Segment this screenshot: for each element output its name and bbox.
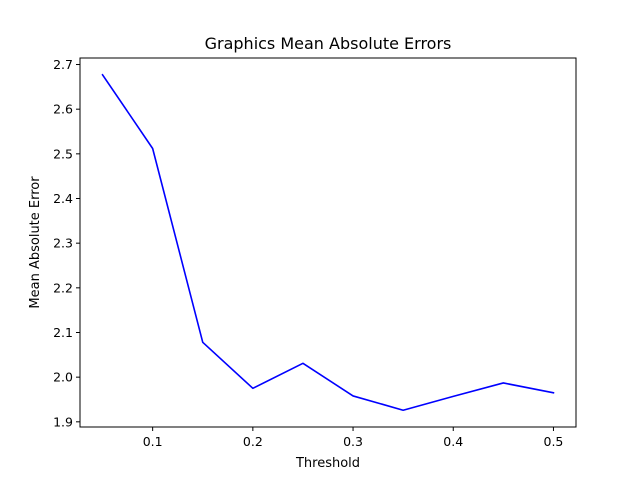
series-line (101, 73, 555, 412)
y-tick-label: 2.6 (53, 102, 73, 117)
y-tick-label: 2.5 (53, 146, 73, 161)
y-tick-label: 2.0 (53, 370, 73, 385)
y-tick-label: 2.3 (53, 236, 73, 251)
y-tick-label: 1.9 (53, 414, 73, 429)
y-axis-ticks: 1.9 2.0 2.1 2.2 2.3 2.4 2.5 2.6 2.7 (53, 57, 80, 429)
plot-frame (79, 57, 577, 428)
y-axis-label: Mean Absolute Error (28, 176, 43, 309)
series-layer (101, 73, 555, 412)
y-tick-label: 2.4 (53, 191, 73, 206)
y-tick-label: 2.7 (53, 57, 73, 72)
chart-title: Graphics Mean Absolute Errors (205, 34, 452, 53)
y-tick-label: 2.1 (53, 325, 73, 340)
x-tick-label: 0.2 (243, 434, 263, 449)
x-axis-label: Threshold (295, 456, 360, 471)
y-tick-label: 2.2 (53, 280, 73, 295)
x-tick-label: 0.4 (443, 434, 463, 449)
x-tick-label: 0.5 (544, 434, 564, 449)
x-tick-label: 0.3 (343, 434, 363, 449)
plot-area (80, 58, 576, 427)
x-axis-ticks: 0.1 0.2 0.3 0.4 0.5 (143, 427, 564, 449)
x-tick-label: 0.1 (143, 434, 163, 449)
